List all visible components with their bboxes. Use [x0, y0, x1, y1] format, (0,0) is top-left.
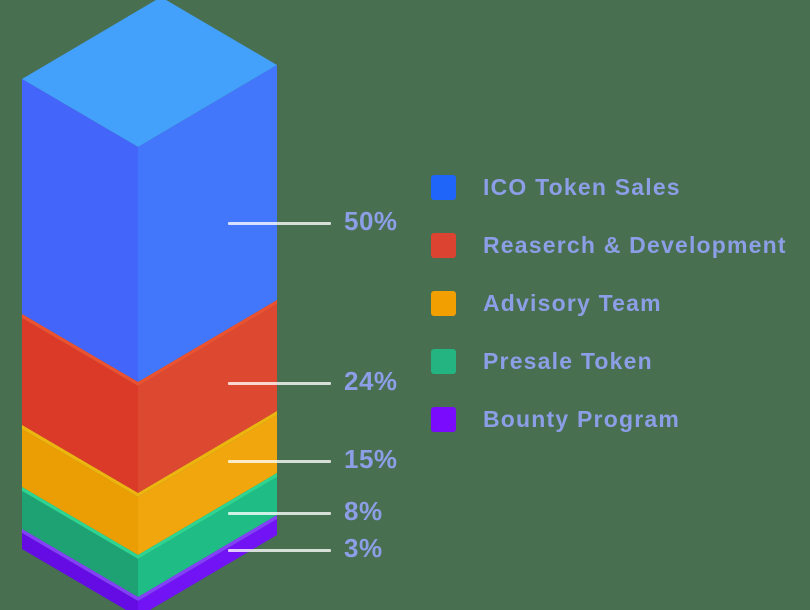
segment-ico-token-sales-right-face	[138, 65, 277, 382]
segment-reaserch-and-development-left-face	[22, 318, 138, 493]
percent-label-presale-token: 8%	[344, 496, 383, 526]
segment-bounty-program-top-sliver-right	[138, 515, 277, 601]
callout-line-advisory-team	[228, 460, 331, 463]
legend-label-advisory-team: Advisory Team	[483, 290, 662, 316]
segment-presale-token-top-sliver-right	[138, 473, 277, 559]
legend-item-ico-token-sales: ICO Token Sales	[431, 174, 787, 200]
callout-line-ico-token-sales	[228, 222, 331, 225]
legend-label-reaserch-and-development: Reaserch & Development	[483, 232, 787, 258]
segment-ico-token-sales-top-face	[22, 0, 277, 147]
segment-bounty-program-right-face	[138, 519, 277, 610]
percent-label-advisory-team: 15%	[344, 444, 398, 474]
legend-swatch-ico-token-sales	[431, 175, 456, 200]
legend: ICO Token Sales Reaserch & Development Adv…	[431, 174, 787, 465]
segment-bounty-program-top-sliver-left	[22, 529, 138, 601]
segment-presale-token-right-face	[138, 477, 277, 597]
segment-reaserch-and-development-top-sliver-right	[138, 300, 277, 386]
percent-label-reaserch-and-development: 24%	[344, 366, 398, 396]
legend-swatch-reaserch-and-development	[431, 233, 456, 258]
legend-swatch-bounty-program	[431, 407, 456, 432]
legend-swatch-presale-token	[431, 349, 456, 374]
percent-label-ico-token-sales: 50%	[344, 206, 398, 236]
segment-presale-token-top-sliver-left	[22, 487, 138, 559]
callout-line-bounty-program	[228, 549, 331, 552]
legend-label-bounty-program: Bounty Program	[483, 406, 680, 432]
segment-reaserch-and-development-right-face	[138, 304, 277, 493]
segment-presale-token-left-face	[22, 491, 138, 597]
legend-label-presale-token: Presale Token	[483, 348, 653, 374]
segment-advisory-team-left-face	[22, 429, 138, 555]
segment-advisory-team-top-sliver-right	[138, 411, 277, 497]
percent-label-bounty-program: 3%	[344, 533, 383, 563]
legend-item-bounty-program: Bounty Program	[431, 406, 787, 432]
legend-label-ico-token-sales: ICO Token Sales	[483, 174, 681, 200]
legend-item-presale-token: Presale Token	[431, 348, 787, 374]
legend-swatch-advisory-team	[431, 291, 456, 316]
legend-item-reaserch-and-development: Reaserch & Development	[431, 232, 787, 258]
segment-advisory-team-top-sliver-left	[22, 425, 138, 497]
segment-ico-token-sales-left-face	[22, 79, 138, 382]
callout-line-reaserch-and-development	[228, 382, 331, 385]
callout-line-presale-token	[228, 512, 331, 515]
segment-bounty-program-left-face	[22, 533, 138, 610]
segment-advisory-team-right-face	[138, 415, 277, 555]
segment-reaserch-and-development-top-sliver-left	[22, 314, 138, 386]
legend-item-advisory-team: Advisory Team	[431, 290, 787, 316]
